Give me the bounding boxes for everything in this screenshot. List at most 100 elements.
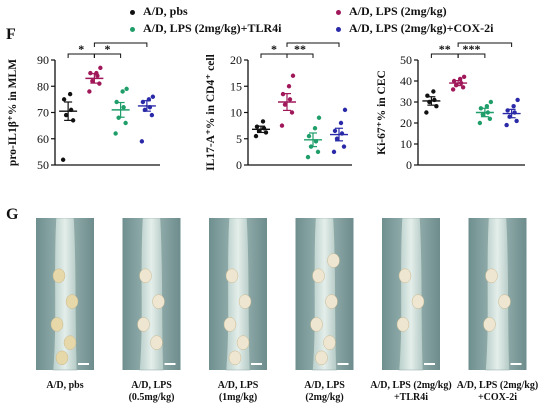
data-point: [90, 78, 95, 84]
data-point: [504, 122, 509, 128]
y-tick-label: 30: [400, 95, 412, 109]
significance-label: ***: [476, 40, 494, 45]
significance-label: *: [271, 42, 277, 56]
photo-caption: A/D, LPS (2mg/kg) +COX-2i: [453, 380, 543, 404]
photo-caption: A/D, LPS (1mg/kg): [193, 380, 283, 404]
data-point: [334, 136, 340, 141]
tumor-nodule: [483, 317, 496, 332]
y-tick-label: 5: [236, 132, 242, 146]
legend-item-tlr4i: A/D, LPS (2mg/kg)+TLR4i: [130, 21, 282, 36]
data-point: [150, 94, 156, 99]
data-point: [121, 105, 126, 110]
tumor-nodule: [65, 294, 79, 309]
tumor-nodule: [323, 335, 336, 350]
tumor-nodule: [238, 294, 252, 309]
data-point: [63, 112, 69, 118]
tumor-nodule: [396, 317, 410, 332]
legend-label: A/D, LPS (2mg/kg)+COX-2i: [349, 21, 494, 35]
tumor-nodule: [223, 317, 237, 332]
tumor-nodule: [310, 317, 323, 332]
data-point: [123, 120, 128, 126]
legend-marker-icon: [130, 9, 135, 15]
tumor-nodule: [50, 317, 64, 332]
y-tick-label: 15: [230, 79, 242, 93]
photo-caption: A/D, pbs: [20, 380, 110, 392]
colon-tissue: [485, 218, 510, 371]
y-axis-label: IL17-A⁺% in CD4⁺ cell: [205, 54, 217, 171]
significance-label: **: [294, 42, 306, 56]
tumor-nodule: [55, 350, 69, 366]
photo-caption: A/D, LPS (2mg/kg): [280, 380, 370, 404]
legend-item-cox2i: A/D, LPS (2mg/kg)+COX-2i: [336, 21, 494, 36]
colon-photo-2: [122, 218, 181, 371]
significance-label: **: [307, 40, 319, 45]
tumor-nodule: [152, 294, 165, 309]
data-point: [286, 84, 292, 89]
legend: A/D, pbs A/D, LPS (2mg/kg) A/D, LPS (2mg…: [120, 4, 540, 40]
significance-label: **: [439, 42, 451, 56]
data-point: [424, 110, 429, 115]
y-tick-label: 70: [37, 106, 49, 120]
data-point: [450, 87, 456, 92]
data-point: [305, 154, 311, 160]
data-point: [461, 74, 467, 79]
data-point: [120, 89, 125, 94]
colon-tissue: [52, 218, 78, 371]
data-point: [263, 130, 269, 135]
data-point: [139, 139, 145, 144]
data-point: [279, 123, 285, 128]
tumor-nodule: [327, 253, 340, 268]
data-point: [289, 110, 295, 115]
legend-marker-icon: [336, 9, 341, 15]
tumor-nodule: [225, 268, 239, 284]
y-tick-label: 90: [37, 53, 49, 67]
significance-label: ***: [463, 42, 481, 56]
colon-photo-3: [209, 218, 267, 371]
data-point: [113, 131, 118, 136]
photo-caption: A/D, LPS (2mg/kg) +TLR4i: [366, 380, 456, 404]
data-point: [312, 126, 318, 131]
y-tick-label: 60: [37, 132, 49, 146]
legend-item-lps: A/D, LPS (2mg/kg): [336, 4, 447, 19]
data-point: [282, 102, 288, 107]
significance-bracket: [286, 53, 314, 58]
data-point: [488, 99, 494, 105]
y-tick-label: 80: [37, 79, 49, 93]
data-point: [124, 86, 129, 92]
tumor-nodule: [137, 317, 150, 332]
colon-photo-6: [468, 218, 527, 371]
photo-caption-line: A/D, LPS: [304, 380, 345, 391]
legend-label: A/D, pbs: [143, 4, 188, 18]
panel-letter-g: G: [6, 206, 19, 223]
y-tick-label: 0: [406, 158, 412, 172]
tumor-nodule: [52, 268, 66, 284]
data-point: [61, 97, 67, 102]
panel-letter-f: F: [6, 26, 16, 43]
data-point: [515, 97, 520, 103]
data-point: [338, 120, 344, 126]
data-point: [341, 144, 347, 149]
data-point: [87, 89, 92, 94]
legend-item-pbs: A/D, pbs: [130, 4, 188, 19]
y-axis-label: pro-IL1β⁺% in MLM: [7, 59, 19, 166]
data-point: [511, 104, 516, 109]
significance-label: *: [78, 42, 84, 56]
photo-caption-line: +TLR4i: [393, 392, 429, 403]
photo-caption-line: A/D, LPS: [131, 380, 172, 391]
data-point: [70, 118, 76, 123]
tumor-nodule: [63, 335, 77, 350]
photo-caption-line: (2mg/kg): [305, 392, 344, 403]
colon-photo-4: [295, 218, 354, 371]
colon-tissue: [398, 218, 424, 371]
significance-bracket: [286, 42, 340, 47]
tumor-nodule: [485, 268, 498, 284]
colon-photo-5: [382, 218, 440, 371]
significance-bracket: [457, 42, 513, 47]
y-tick-label: 20: [230, 53, 242, 67]
tumor-nodule: [411, 294, 425, 309]
significance-label: *: [105, 42, 111, 56]
data-point: [98, 65, 103, 71]
photo-caption-line: (0.5mg/kg): [128, 392, 175, 403]
colon-photo-1: [36, 218, 94, 371]
